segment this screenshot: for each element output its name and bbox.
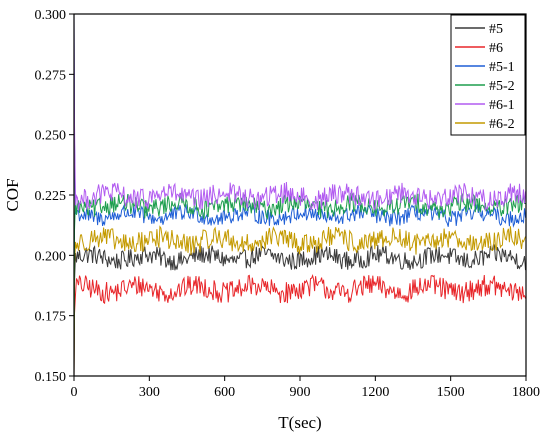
ticks-layer: 0 300 600 900 1200 1500 1800 0.150 0.175 0.200 0.2… [35,8,541,400]
series-line-5_2 [73,192,526,377]
series-line-6_2 [73,225,526,377]
x-tick-label: 900 [290,385,311,400]
y-tick-label: 0.250 [35,129,67,144]
legend-label: #5 [489,22,503,37]
legend: #5 #6 #5-1 #5-2 #6-1 #6-2 [450,14,526,136]
series-line-6 [73,273,526,377]
x-tick-label: 1200 [361,385,389,400]
y-tick-label: 0.175 [35,310,67,325]
series-line-6_1 [73,13,526,212]
series-line-5 [73,244,526,377]
legend-label: #5-1 [489,60,515,75]
legend-label: #6-1 [489,98,515,113]
x-axis-title: T(sec) [278,413,321,432]
x-tick-label: 0 [71,385,78,400]
series-line-5_1 [73,13,526,228]
y-tick-label: 0.150 [35,370,67,385]
series-layer [73,13,526,377]
y-tick-label: 0.300 [35,8,67,23]
x-tick-label: 300 [139,385,160,400]
y-axis-title: COF [3,178,22,211]
x-tick-label: 1500 [437,385,465,400]
legend-label: #6-2 [489,117,515,132]
x-tick-label: 1800 [512,385,540,400]
y-tick-label: 0.200 [35,249,67,264]
legend-label: #6 [489,41,503,56]
legend-frame [450,14,526,136]
x-tick-label: 600 [214,385,235,400]
y-tick-label: 0.225 [35,189,67,204]
legend-label: #5-2 [489,79,515,94]
y-tick-label: 0.275 [35,68,67,83]
